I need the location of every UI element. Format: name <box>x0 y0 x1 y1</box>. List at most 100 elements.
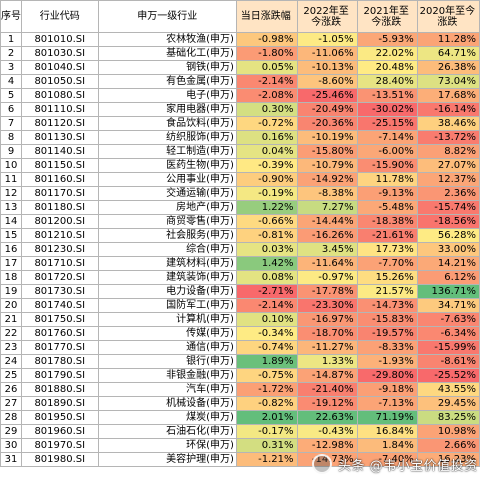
cell-industry[interactable]: 社会服务(申万) <box>97 228 237 243</box>
cell-ytd-2020[interactable]: 8.82% <box>416 144 480 159</box>
cell-ytd-2021[interactable]: -13.51% <box>356 88 418 103</box>
cell-industry[interactable]: 商贸零售(申万) <box>97 214 237 229</box>
cell-index[interactable]: 17 <box>0 256 22 271</box>
cell-ytd-2022[interactable]: -12.98% <box>296 438 358 453</box>
cell-ytd-2020[interactable]: 38.46% <box>416 116 480 131</box>
cell-ytd-2020[interactable]: 2.66% <box>416 438 480 453</box>
table-row[interactable]: 16 801230.SI 综合(申万) 0.03% 3.45% 17.73% 33.00% <box>0 242 480 257</box>
cell-industry[interactable]: 建筑材料(申万) <box>97 256 237 271</box>
header-2020[interactable]: 2020年至今涨跌 <box>416 0 480 33</box>
table-row[interactable]: 27 801890.SI 机械设备(申万) -0.82% -19.12% -7.13% 29… <box>0 396 480 411</box>
cell-code[interactable]: 801880.SI <box>21 382 99 397</box>
cell-ytd-2021[interactable]: -25.15% <box>356 116 418 131</box>
cell-ytd-2021[interactable]: 22.02% <box>356 46 418 61</box>
cell-code[interactable]: 801150.SI <box>21 158 99 173</box>
cell-code[interactable]: 801130.SI <box>21 130 99 145</box>
cell-daily-change[interactable]: -2.71% <box>235 284 298 299</box>
cell-index[interactable]: 25 <box>0 368 22 383</box>
cell-daily-change[interactable]: 1.42% <box>235 256 298 271</box>
cell-ytd-2020[interactable]: 17.68% <box>416 88 480 103</box>
cell-daily-change[interactable]: 0.30% <box>235 102 298 117</box>
cell-ytd-2021[interactable]: 11.78% <box>356 172 418 187</box>
cell-ytd-2022[interactable]: -20.36% <box>296 116 358 131</box>
cell-index[interactable]: 9 <box>0 144 22 159</box>
cell-industry[interactable]: 家用电器(申万) <box>97 102 237 117</box>
cell-ytd-2020[interactable]: -15.99% <box>416 340 480 355</box>
cell-code[interactable]: 801720.SI <box>21 270 99 285</box>
cell-ytd-2022[interactable]: -11.06% <box>296 46 358 61</box>
cell-ytd-2022[interactable]: -10.19% <box>296 130 358 145</box>
cell-index[interactable]: 11 <box>0 172 22 187</box>
cell-ytd-2020[interactable]: -15.74% <box>416 200 480 215</box>
cell-industry[interactable]: 有色金属(申万) <box>97 74 237 89</box>
cell-ytd-2020[interactable]: 14.21% <box>416 256 480 271</box>
cell-index[interactable]: 22 <box>0 326 22 341</box>
cell-ytd-2020[interactable]: 12.37% <box>416 172 480 187</box>
table-row[interactable]: 23 801770.SI 通信(申万) -0.74% -11.27% -8.33% -15.… <box>0 340 480 355</box>
cell-industry[interactable]: 非银金融(申万) <box>97 368 237 383</box>
cell-code[interactable]: 801770.SI <box>21 340 99 355</box>
cell-ytd-2022[interactable]: -10.13% <box>296 60 358 75</box>
cell-code[interactable]: 801750.SI <box>21 312 99 327</box>
cell-ytd-2020[interactable]: -18.56% <box>416 214 480 229</box>
cell-ytd-2021[interactable]: -14.73% <box>356 298 418 313</box>
cell-industry[interactable]: 电力设备(申万) <box>97 284 237 299</box>
cell-index[interactable]: 24 <box>0 354 22 369</box>
cell-index[interactable]: 2 <box>0 46 22 61</box>
cell-industry[interactable]: 轻工制造(申万) <box>97 144 237 159</box>
cell-index[interactable]: 31 <box>0 452 22 467</box>
table-row[interactable]: 11 801160.SI 公用事业(申万) -0.90% -14.92% 11.78% 12… <box>0 172 480 187</box>
cell-ytd-2022[interactable]: -14.92% <box>296 172 358 187</box>
table-row[interactable]: 13 801180.SI 房地产(申万) 1.22% 7.27% -5.48% -15.74… <box>0 200 480 215</box>
cell-index[interactable]: 15 <box>0 228 22 243</box>
cell-ytd-2020[interactable]: 6.12% <box>416 270 480 285</box>
cell-ytd-2020[interactable]: -6.34% <box>416 326 480 341</box>
cell-code[interactable]: 801170.SI <box>21 186 99 201</box>
cell-industry[interactable]: 房地产(申万) <box>97 200 237 215</box>
cell-industry[interactable]: 环保(申万) <box>97 438 237 453</box>
cell-industry[interactable]: 通信(申万) <box>97 340 237 355</box>
cell-industry[interactable]: 食品饮料(申万) <box>97 116 237 131</box>
table-row[interactable]: 6 801110.SI 家用电器(申万) 0.30% -20.49% -30.02% -16… <box>0 102 480 117</box>
cell-daily-change[interactable]: 2.01% <box>235 410 298 425</box>
header-2022[interactable]: 2022年至今涨跌 <box>296 0 358 33</box>
cell-daily-change[interactable]: -0.17% <box>235 424 298 439</box>
cell-daily-change[interactable]: 0.05% <box>235 60 298 75</box>
cell-code[interactable]: 801960.SI <box>21 424 99 439</box>
cell-ytd-2020[interactable]: 2.36% <box>416 186 480 201</box>
cell-daily-change[interactable]: -2.14% <box>235 298 298 313</box>
cell-daily-change[interactable]: -0.82% <box>235 396 298 411</box>
cell-index[interactable]: 23 <box>0 340 22 355</box>
cell-index[interactable]: 10 <box>0 158 22 173</box>
cell-code[interactable]: 801040.SI <box>21 60 99 75</box>
table-row[interactable]: 29 801960.SI 石油石化(申万) -0.17% -0.43% 16.84% 10.… <box>0 424 480 439</box>
table-row[interactable]: 14 801200.SI 商贸零售(申万) -0.66% -14.44% -18.38% -… <box>0 214 480 229</box>
cell-ytd-2020[interactable]: 64.71% <box>416 46 480 61</box>
cell-ytd-2022[interactable]: -14.73% <box>296 452 358 467</box>
cell-index[interactable]: 6 <box>0 102 22 117</box>
table-row[interactable]: 30 801970.SI 环保(申万) 0.31% -12.98% 1.84% 2.66% <box>0 438 480 453</box>
cell-code[interactable]: 801890.SI <box>21 396 99 411</box>
cell-daily-change[interactable]: -1.72% <box>235 382 298 397</box>
cell-ytd-2020[interactable]: -8.61% <box>416 354 480 369</box>
cell-ytd-2020[interactable]: 11.28% <box>416 32 480 47</box>
cell-industry[interactable]: 钢铁(申万) <box>97 60 237 75</box>
cell-ytd-2020[interactable]: 33.00% <box>416 242 480 257</box>
cell-index[interactable]: 12 <box>0 186 22 201</box>
cell-index[interactable]: 27 <box>0 396 22 411</box>
table-row[interactable]: 1 801010.SI 农林牧渔(申万) -0.98% -1.05% -5.93% 11.2… <box>0 32 480 47</box>
cell-ytd-2021[interactable]: -15.83% <box>356 312 418 327</box>
cell-ytd-2020[interactable]: 136.71% <box>416 284 480 299</box>
cell-daily-change[interactable]: -0.39% <box>235 158 298 173</box>
cell-code[interactable]: 801980.SI <box>21 452 99 467</box>
cell-code[interactable]: 801760.SI <box>21 326 99 341</box>
cell-code[interactable]: 801180.SI <box>21 200 99 215</box>
cell-ytd-2022[interactable]: -8.38% <box>296 186 358 201</box>
cell-index[interactable]: 18 <box>0 270 22 285</box>
cell-ytd-2021[interactable]: -6.00% <box>356 144 418 159</box>
cell-daily-change[interactable]: -0.66% <box>235 214 298 229</box>
cell-code[interactable]: 801210.SI <box>21 228 99 243</box>
cell-ytd-2021[interactable]: -7.14% <box>356 130 418 145</box>
cell-ytd-2020[interactable]: 26.38% <box>416 60 480 75</box>
table-row[interactable]: 20 801740.SI 国防军工(申万) -2.14% -23.30% -14.73% 3… <box>0 298 480 313</box>
